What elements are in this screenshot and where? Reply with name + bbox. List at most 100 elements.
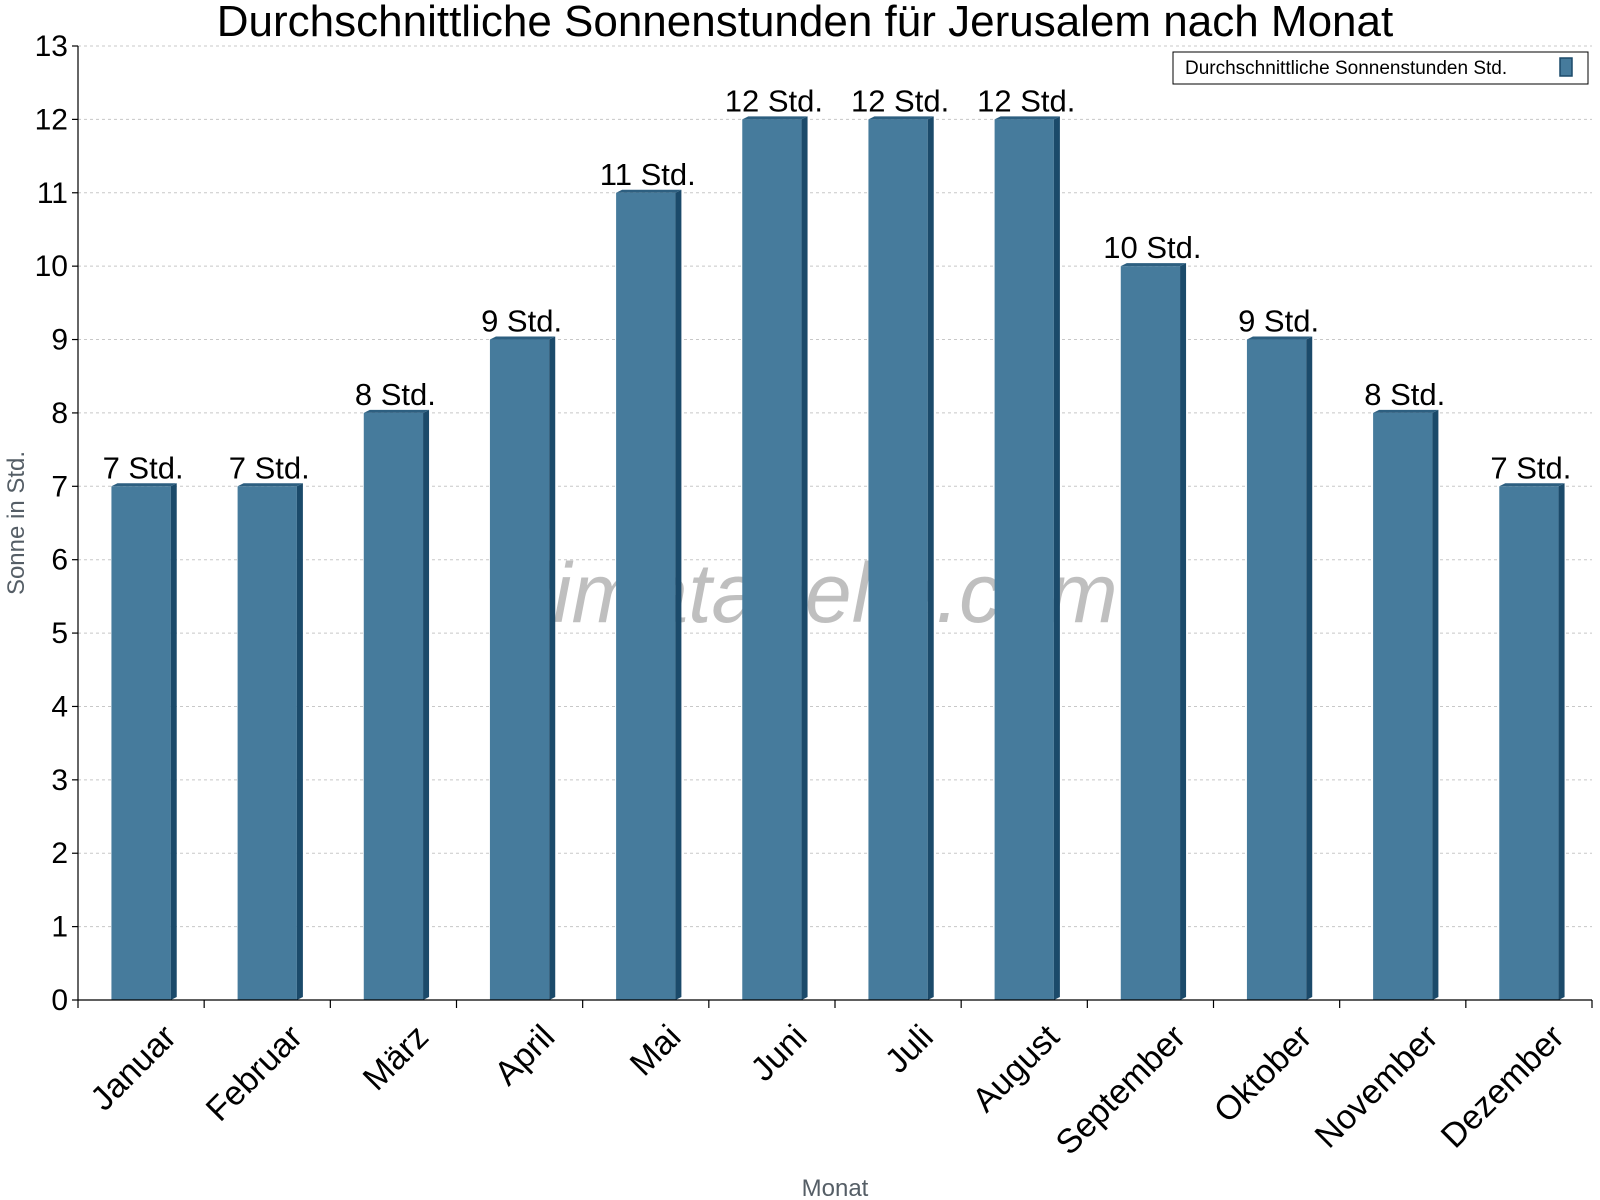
bar-5 [616, 189, 682, 1000]
bar-top [1499, 483, 1565, 487]
bar-3 [363, 409, 430, 1000]
y-tick-label: 13 [35, 30, 68, 63]
bar-7 [868, 116, 934, 1000]
data-label: 9 Std. [1238, 304, 1319, 339]
bar-front [237, 486, 297, 1000]
bar-side [170, 483, 177, 1000]
y-tick-label: 6 [51, 544, 68, 577]
bar-1 [111, 483, 177, 1000]
data-label: 12 Std. [851, 83, 949, 118]
bar-side [1053, 116, 1060, 1000]
data-labels: 7 Std. 7 Std. 8 Std. 9 Std. 11 Std. 12 Std. 12… [103, 83, 1572, 485]
bar-8 [994, 116, 1060, 1000]
x-tick-label: August [965, 1017, 1067, 1119]
y-tick-label: 4 [51, 690, 68, 723]
bar-side [801, 116, 808, 1000]
x-tick-labels: Januar Februar März April Mai Juni Juli AugustS… [83, 1017, 1571, 1162]
x-tick-label: Dezember [1434, 1018, 1572, 1156]
x-tick-label: November [1308, 1018, 1446, 1156]
bar-front [111, 486, 171, 1000]
y-tick-label: 11 [37, 177, 68, 210]
bar-front [1373, 412, 1433, 1000]
data-label: 11 Std. [600, 157, 696, 192]
data-label: 12 Std. [977, 83, 1075, 118]
x-tick-label: Juli [878, 1018, 941, 1081]
data-label: 10 Std. [1103, 230, 1201, 265]
y-tick-label: 7 [51, 470, 68, 503]
legend-box [1172, 51, 1589, 85]
x-tick-label: Mai [623, 1018, 689, 1084]
y-tick-label: 12 [35, 103, 68, 136]
bar-side [1180, 263, 1187, 1001]
legend: Durchschnittliche Sonnenstunden Std. [1172, 51, 1589, 85]
bar-top [489, 336, 556, 340]
data-label: 7 Std. [1490, 450, 1571, 485]
x-axis-title: Monat [802, 1175, 869, 1200]
bar-front [994, 119, 1054, 1000]
x-tick-label: Januar [83, 1018, 183, 1118]
data-label: 8 Std. [355, 377, 436, 412]
bar-side [423, 409, 430, 1000]
x-tick-label: Oktober [1207, 1018, 1319, 1130]
bar-9 [1120, 263, 1187, 1001]
bar-11 [1373, 409, 1439, 1000]
bar-top [1373, 409, 1439, 413]
x-tick-label: Februar [199, 1018, 310, 1129]
data-label: 9 Std. [481, 304, 562, 339]
legend-swatch [1559, 57, 1573, 77]
axes [72, 45, 1593, 1008]
bar-front [489, 339, 550, 1000]
x-tick-label: März [356, 1018, 436, 1098]
y-tick-label: 3 [51, 764, 68, 797]
bar-side [927, 116, 934, 1000]
data-label: 7 Std. [229, 450, 310, 485]
y-tick-label: 0 [51, 984, 68, 1017]
bar-front [1499, 486, 1559, 1000]
bar-top [616, 189, 682, 193]
bar-front [363, 412, 424, 1000]
bar-2 [237, 483, 303, 1000]
bar-side [1432, 409, 1439, 1000]
bar-4 [489, 336, 556, 1000]
bar-6 [742, 116, 808, 1000]
bar-side [1306, 336, 1313, 1000]
chart-title: Durchschnittliche Sonnenstunden für Jeru… [217, 0, 1393, 46]
y-tick-label: 5 [51, 617, 68, 650]
y-tick-label: 10 [35, 250, 68, 283]
bar-front [868, 119, 928, 1000]
data-label: 12 Std. [725, 83, 823, 118]
bar-top [868, 116, 934, 120]
x-tick-label: September [1049, 1018, 1193, 1162]
x-tick-label: Juni [744, 1018, 815, 1089]
bar-12 [1499, 483, 1565, 1000]
bar-top [1120, 263, 1187, 267]
grid-lines [78, 45, 1592, 928]
bar-side [296, 483, 303, 1000]
bar-top [742, 116, 808, 120]
bar-front [1120, 266, 1181, 1001]
legend-label: Durchschnittliche Sonnenstunden Std. [1185, 58, 1507, 79]
bar-top [1246, 336, 1313, 340]
y-tick-label: 9 [51, 324, 68, 357]
bar-top [994, 116, 1060, 120]
data-label: 8 Std. [1364, 377, 1445, 412]
y-tick-label: 1 [51, 911, 68, 944]
bar-top [237, 483, 303, 487]
bar-front [742, 119, 802, 1000]
bar-top [111, 483, 177, 487]
bars [111, 116, 1565, 1001]
data-label: 7 Std. [103, 450, 184, 485]
y-tick-label: 8 [51, 397, 68, 430]
bar-top [363, 409, 430, 413]
bar-front [1246, 339, 1307, 1000]
y-tick-label: 2 [51, 837, 68, 870]
x-tick-label: April [487, 1018, 562, 1093]
y-axis-title: Sonne in Std. [3, 451, 30, 595]
bar-10 [1246, 336, 1313, 1000]
bar-side [549, 336, 556, 1000]
bar-front [616, 192, 676, 1000]
bar-side [675, 189, 682, 1000]
bar-side [1558, 483, 1565, 1000]
